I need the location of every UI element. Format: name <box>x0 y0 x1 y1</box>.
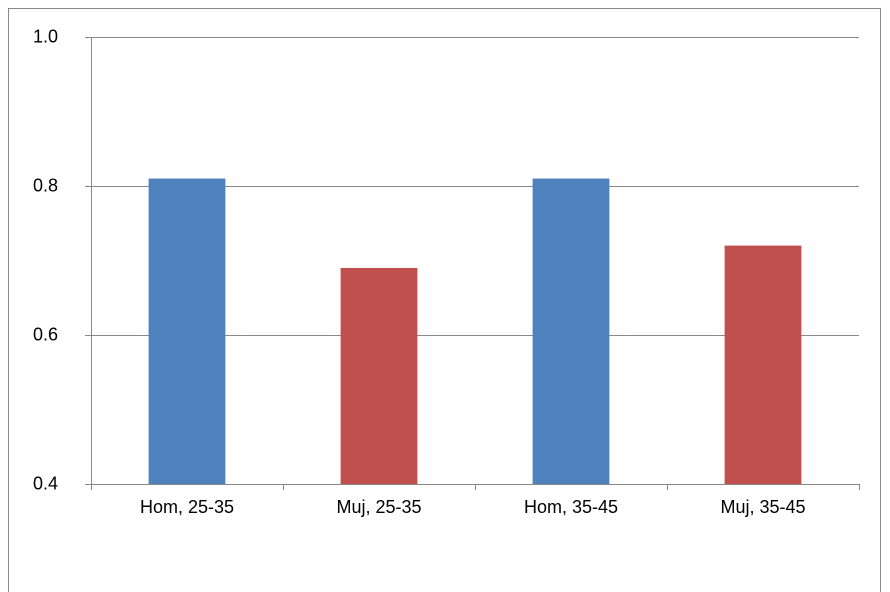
y-tick-label: 0.6 <box>33 324 58 344</box>
bar <box>532 178 610 485</box>
y-tick-label: 1.0 <box>33 26 58 46</box>
x-tick-label: Muj, 25-35 <box>336 497 421 517</box>
bar <box>340 267 418 484</box>
x-tick-label: Muj, 35-45 <box>720 497 805 517</box>
x-tick-label: Hom, 25-35 <box>140 497 234 517</box>
y-tick-label: 0.8 <box>33 175 58 195</box>
x-tick-label: Hom, 35-45 <box>524 497 618 517</box>
bar <box>724 245 802 484</box>
y-tick-label: 0.4 <box>33 473 58 493</box>
bar <box>148 178 226 485</box>
